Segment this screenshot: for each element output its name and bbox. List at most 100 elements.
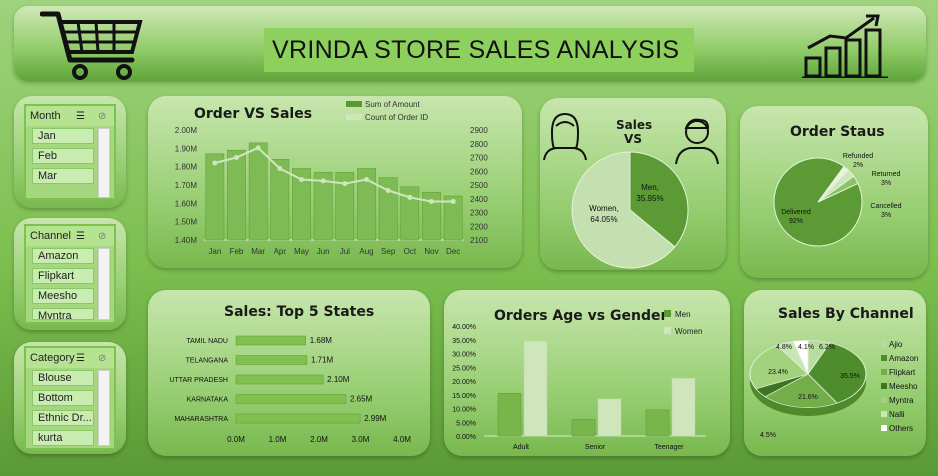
y-tick-right: 2600 xyxy=(470,167,488,176)
y-tick: 30.00% xyxy=(452,352,476,359)
bar xyxy=(227,149,246,241)
data-point xyxy=(234,155,239,160)
legend-label: Men xyxy=(675,310,691,319)
pie-slice xyxy=(571,151,676,269)
y-tick: 15.00% xyxy=(452,393,476,400)
slicer-item-flipkart[interactable]: Flipkart xyxy=(32,268,94,284)
slice-value: 64.05% xyxy=(590,215,617,224)
legend-swatch xyxy=(881,425,887,431)
data-point xyxy=(429,199,434,204)
data-point xyxy=(450,199,456,204)
x-tick: May xyxy=(294,247,309,256)
legend-swatch xyxy=(881,411,887,417)
slicer-item-ethnic-dress[interactable]: Ethnic Dr... xyxy=(32,410,94,426)
channel-slicer-title: Channel xyxy=(30,230,71,242)
legend-swatch xyxy=(346,101,362,107)
bar xyxy=(270,159,290,241)
y-tick-left: 1.70M xyxy=(175,181,198,190)
y-tick-left: 1.50M xyxy=(175,218,198,227)
slice-label: 4.5% xyxy=(760,432,776,439)
data-point xyxy=(320,178,326,184)
x-tick: Apr xyxy=(274,247,287,256)
legend-label: Meesho xyxy=(889,382,918,391)
slicer-item-kurta[interactable]: kurta xyxy=(32,430,94,446)
slice-label: 4.1% xyxy=(798,344,814,351)
month-slicer-title: Month xyxy=(30,110,61,122)
data-point xyxy=(364,177,369,182)
y-tick: 40.00% xyxy=(452,324,476,331)
chart-title: Sales: Top 5 States xyxy=(224,304,375,320)
chart-title: Order Staus xyxy=(790,124,885,140)
month-slicer-scrollbar[interactable] xyxy=(98,128,110,198)
data-label: 1.71M xyxy=(311,356,334,365)
y-tick: 0.00% xyxy=(456,434,476,441)
bar xyxy=(571,419,596,437)
pie-slice xyxy=(749,345,809,390)
x-tick: Adult xyxy=(513,444,529,451)
multi-select-icon[interactable]: ☰ xyxy=(76,352,85,364)
legend-swatch xyxy=(881,369,887,375)
slice-label: 6.2% xyxy=(819,344,835,351)
channel-slicer-scrollbar[interactable] xyxy=(98,248,110,320)
data-label: 2.99M xyxy=(364,414,387,423)
y-tick-right: 2900 xyxy=(470,126,488,135)
bar xyxy=(378,177,398,241)
bar xyxy=(357,168,376,241)
x-tick: Aug xyxy=(359,247,373,256)
bar xyxy=(313,171,333,241)
top-states-chart: TAMIL NADU 1.68M TELANGANA 1.71M UTTAR PRADE… xyxy=(169,335,411,444)
y-tick-right: 2800 xyxy=(470,140,488,149)
slicer-item-blouse[interactable]: Blouse xyxy=(32,370,94,386)
slice-value: 3% xyxy=(881,212,891,219)
multi-select-icon[interactable]: ☰ xyxy=(76,230,85,242)
bar xyxy=(497,393,522,437)
x-tick: Dec xyxy=(446,247,460,256)
slice-label: Cancelled xyxy=(870,203,901,210)
y-tick-left: 1.80M xyxy=(175,163,198,172)
y-tick: MAHARASHTRA xyxy=(174,416,228,423)
slicer-item-bottom[interactable]: Bottom xyxy=(32,390,94,406)
category-slicer-header: Category ☰ ⊘ xyxy=(26,348,114,368)
legend-swatch xyxy=(346,114,362,120)
growth-chart-icon xyxy=(802,14,888,78)
sales-vs-gender-panel: Sales VS Men, 35.95% Women, 64.05% xyxy=(540,98,726,270)
clear-filter-icon[interactable]: ⊘ xyxy=(98,352,107,364)
slicer-item-feb[interactable]: Feb xyxy=(32,148,94,164)
slicer-item-myntra[interactable]: Myntra xyxy=(32,308,94,320)
slice-label: Refunded xyxy=(843,153,873,160)
bar xyxy=(443,195,463,241)
order-status-pie: Delivered 92% Refunded 2% Returned 3% Cancelle… xyxy=(773,153,902,247)
clear-filter-icon[interactable]: ⊘ xyxy=(98,110,107,122)
slicer-item-jan[interactable]: Jan xyxy=(32,128,94,144)
x-tick: 1.0M xyxy=(269,435,287,444)
category-slicer-scrollbar[interactable] xyxy=(98,370,110,446)
order-vs-sales-chart: Sum of Amount Count of Order ID 2.00M 1.90M… xyxy=(175,100,489,256)
legend-label: Amazon xyxy=(889,354,918,363)
slicer-item-meesho[interactable]: Meesho xyxy=(32,288,94,304)
chart-title: Orders Age vs Gender xyxy=(494,308,668,324)
man-icon xyxy=(675,118,719,165)
multi-select-icon[interactable]: ☰ xyxy=(76,110,85,122)
data-point xyxy=(212,160,218,166)
slice-label: 23.4% xyxy=(768,369,788,376)
x-tick: Feb xyxy=(230,247,244,256)
x-tick: Oct xyxy=(404,247,417,256)
x-tick: Jul xyxy=(340,247,350,256)
data-point xyxy=(342,181,348,187)
woman-icon xyxy=(543,112,587,161)
y-tick: 35.00% xyxy=(452,338,476,345)
slicer-item-mar[interactable]: Mar xyxy=(32,168,94,184)
x-tick: Jun xyxy=(317,247,330,256)
slicer-item-amazon[interactable]: Amazon xyxy=(32,248,94,264)
y-tick-left: 1.90M xyxy=(175,144,198,153)
slice-value: 92% xyxy=(789,218,803,225)
x-tick: Jan xyxy=(208,247,221,256)
order-vs-sales-panel: Order VS Sales Sum of Amount Count of Ord… xyxy=(148,96,522,268)
header-banner: VRINDA STORE SALES ANALYSIS xyxy=(14,6,926,81)
clear-filter-icon[interactable]: ⊘ xyxy=(98,230,107,242)
pie-slice xyxy=(792,340,809,375)
category-slicer: Category ☰ ⊘ Blouse Bottom Ethnic Dr... … xyxy=(24,346,116,450)
category-slicer-title: Category xyxy=(30,352,75,364)
slice-label: Women, xyxy=(589,204,619,213)
top-states-panel: Sales: Top 5 States TAMIL NADU 1.68M TELAN… xyxy=(148,290,430,456)
